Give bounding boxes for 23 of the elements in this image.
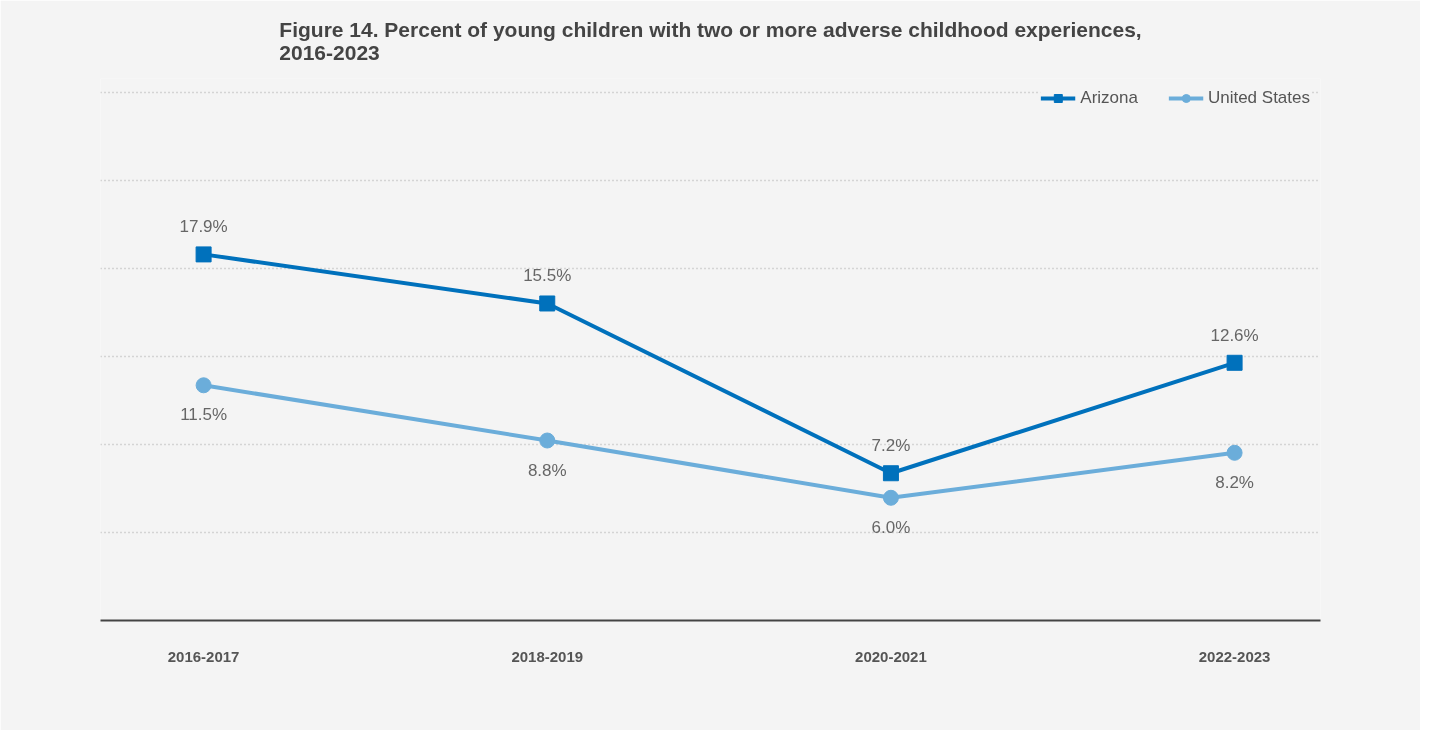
point [1226,354,1243,371]
data-label: 8.2% [1215,472,1254,492]
data-label: 11.5% [180,405,228,425]
data-label: 12.6% [1210,325,1259,345]
chart-title: Figure 14. Percent of young children with two or more adverse childhood experiences, 2016-2023 [279,17,1142,64]
point [1226,444,1243,461]
data-label: 17.9% [179,217,228,237]
point [195,246,212,263]
point [539,432,556,449]
point [539,295,556,312]
point [195,377,212,394]
data-label: 7.2% [871,436,911,456]
legend-label: United States [1207,88,1310,108]
x-tick-label: 2016-2017 [167,647,240,665]
data-label: 15.5% [523,266,572,286]
x-tick-label: 2022-2023 [1198,647,1271,665]
data-label: 6.0% [871,517,911,537]
x-tick-label: 2020-2021 [855,647,927,665]
point [882,465,899,482]
data-label: 8.8% [527,460,567,480]
x-tick-label: 2018-2019 [511,647,584,665]
point [882,489,899,506]
legend-label: Arizona [1080,88,1138,108]
